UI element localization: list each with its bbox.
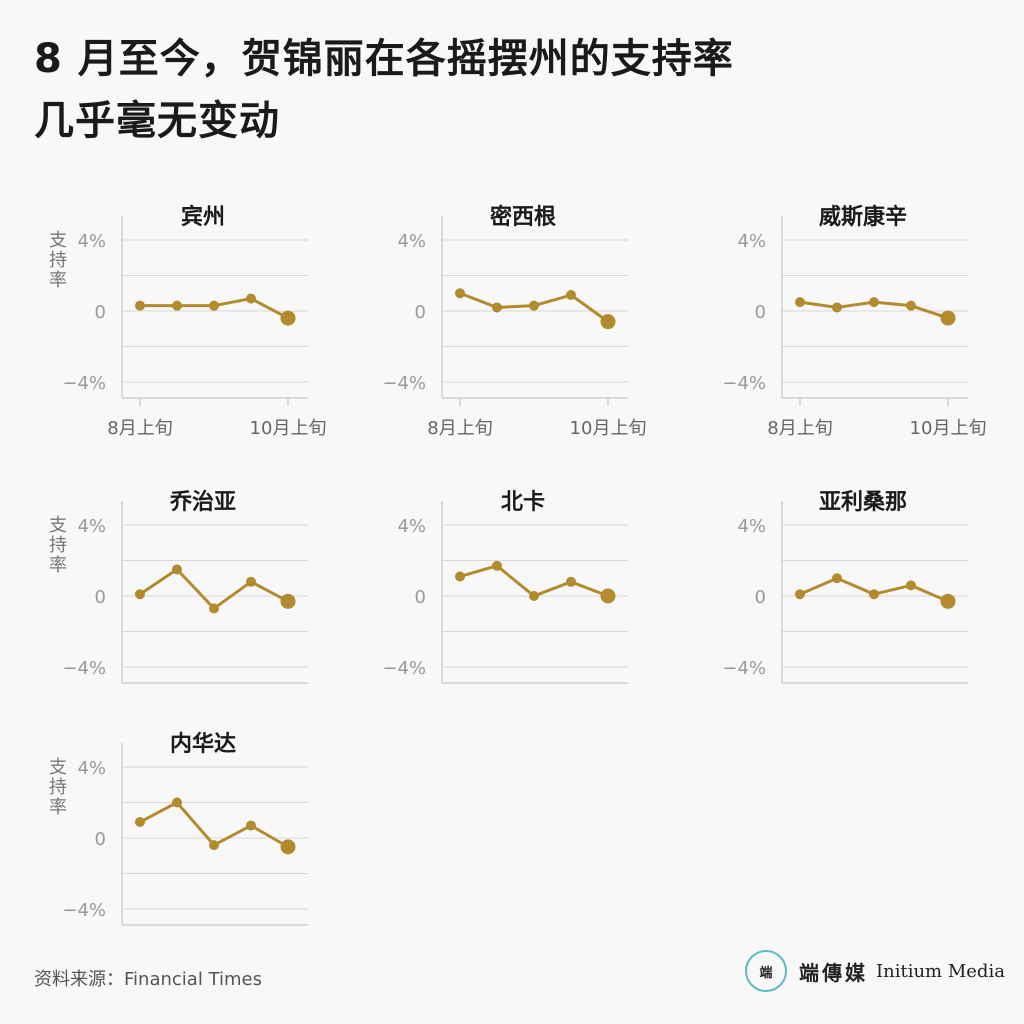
x-tick-label: 10月上旬 xyxy=(250,418,327,439)
y-axis-label-char: 支 xyxy=(49,230,67,251)
title-line-1: 8 月至今，贺锦丽在各摇摆州的支持率 xyxy=(34,36,734,82)
y-tick-label: 4% xyxy=(77,231,106,252)
data-point xyxy=(529,591,539,601)
y-tick-label: 0 xyxy=(755,587,766,608)
data-point xyxy=(529,300,539,311)
y-tick-label: 0 xyxy=(415,587,426,608)
data-point xyxy=(172,797,182,808)
data-point xyxy=(172,564,182,575)
y-tick-label: −4% xyxy=(722,658,766,679)
y-axis-label-char: 率 xyxy=(49,555,67,576)
y-axis-label-char: 持 xyxy=(49,777,67,798)
page-title: 8 月至今，贺锦丽在各摇摆州的支持率 几乎毫无变动 xyxy=(34,28,734,152)
panel-title: 北卡 xyxy=(501,490,545,515)
y-tick-label: −4% xyxy=(722,373,766,394)
x-tick-label: 8月上旬 xyxy=(107,418,172,439)
data-point xyxy=(135,817,145,828)
data-point-latest xyxy=(280,310,296,326)
data-point-latest xyxy=(600,588,616,604)
y-tick-label: 4% xyxy=(77,516,106,537)
data-point xyxy=(832,573,842,584)
data-point xyxy=(455,571,465,582)
data-point xyxy=(795,297,805,308)
panel-title: 亚利桑那 xyxy=(819,490,907,515)
initium-logo-cn: 端傳媒 xyxy=(799,960,868,985)
y-tick-label: −4% xyxy=(62,900,106,921)
y-tick-label: 0 xyxy=(415,302,426,323)
panel-title: 密西根 xyxy=(490,204,556,230)
data-point xyxy=(209,840,219,851)
data-point xyxy=(492,302,502,313)
panel-title: 乔治亚 xyxy=(169,489,236,515)
data-point xyxy=(246,293,256,304)
data-point xyxy=(795,589,805,600)
x-tick-label: 10月上旬 xyxy=(910,418,987,439)
y-tick-label: 4% xyxy=(737,231,766,252)
initium-logo-mark: 端 xyxy=(745,950,787,992)
y-tick-label: 0 xyxy=(95,302,106,323)
y-tick-label: 0 xyxy=(755,302,766,323)
y-tick-label: −4% xyxy=(62,373,106,394)
panel-title: 内华达 xyxy=(170,731,236,757)
data-point xyxy=(172,300,182,311)
data-point-latest xyxy=(940,310,956,326)
source-note: 资料来源：Financial Times xyxy=(34,969,262,990)
data-point-latest xyxy=(600,314,616,330)
y-tick-label: 4% xyxy=(77,758,106,779)
data-point-latest xyxy=(280,839,296,855)
x-tick-label: 10月上旬 xyxy=(570,418,647,439)
y-axis-label-char: 支 xyxy=(49,515,67,536)
x-tick-label: 8月上旬 xyxy=(427,418,492,439)
y-tick-label: −4% xyxy=(62,658,106,679)
data-point xyxy=(566,290,576,301)
y-tick-label: 4% xyxy=(397,516,426,537)
data-point-latest xyxy=(940,593,956,609)
data-point xyxy=(209,603,219,614)
series-line xyxy=(139,567,289,610)
x-tick-label: 8月上旬 xyxy=(767,418,832,439)
y-tick-label: −4% xyxy=(382,658,426,679)
data-point xyxy=(135,589,145,600)
y-axis-label-char: 率 xyxy=(49,797,67,818)
data-point xyxy=(832,302,842,313)
initium-logo-en: Initium Media xyxy=(876,960,1005,982)
data-point-latest xyxy=(280,593,296,609)
y-tick-label: −4% xyxy=(382,373,426,394)
data-point xyxy=(906,580,916,591)
initium-logo: 端 端傳媒 Initium Media xyxy=(745,950,1005,992)
y-axis-label-char: 持 xyxy=(49,535,67,556)
data-point xyxy=(869,297,879,308)
data-point xyxy=(246,820,256,831)
data-point xyxy=(135,300,145,311)
y-tick-label: 0 xyxy=(95,829,106,850)
y-axis-label-char: 支 xyxy=(49,757,67,778)
y-tick-label: 4% xyxy=(737,516,766,537)
panel-title: 宾州 xyxy=(181,204,225,230)
y-tick-label: 4% xyxy=(397,231,426,252)
y-axis-label-char: 持 xyxy=(49,250,67,271)
data-point xyxy=(246,576,256,587)
data-point xyxy=(566,576,576,587)
data-point xyxy=(906,300,916,311)
data-point xyxy=(209,300,219,311)
data-point xyxy=(869,589,879,600)
panel-title: 威斯康辛 xyxy=(819,204,907,230)
title-line-2: 几乎毫无变动 xyxy=(34,98,280,144)
y-tick-label: 0 xyxy=(95,587,106,608)
y-axis-label-char: 率 xyxy=(49,270,67,291)
data-point xyxy=(492,560,502,571)
data-point xyxy=(455,288,465,299)
